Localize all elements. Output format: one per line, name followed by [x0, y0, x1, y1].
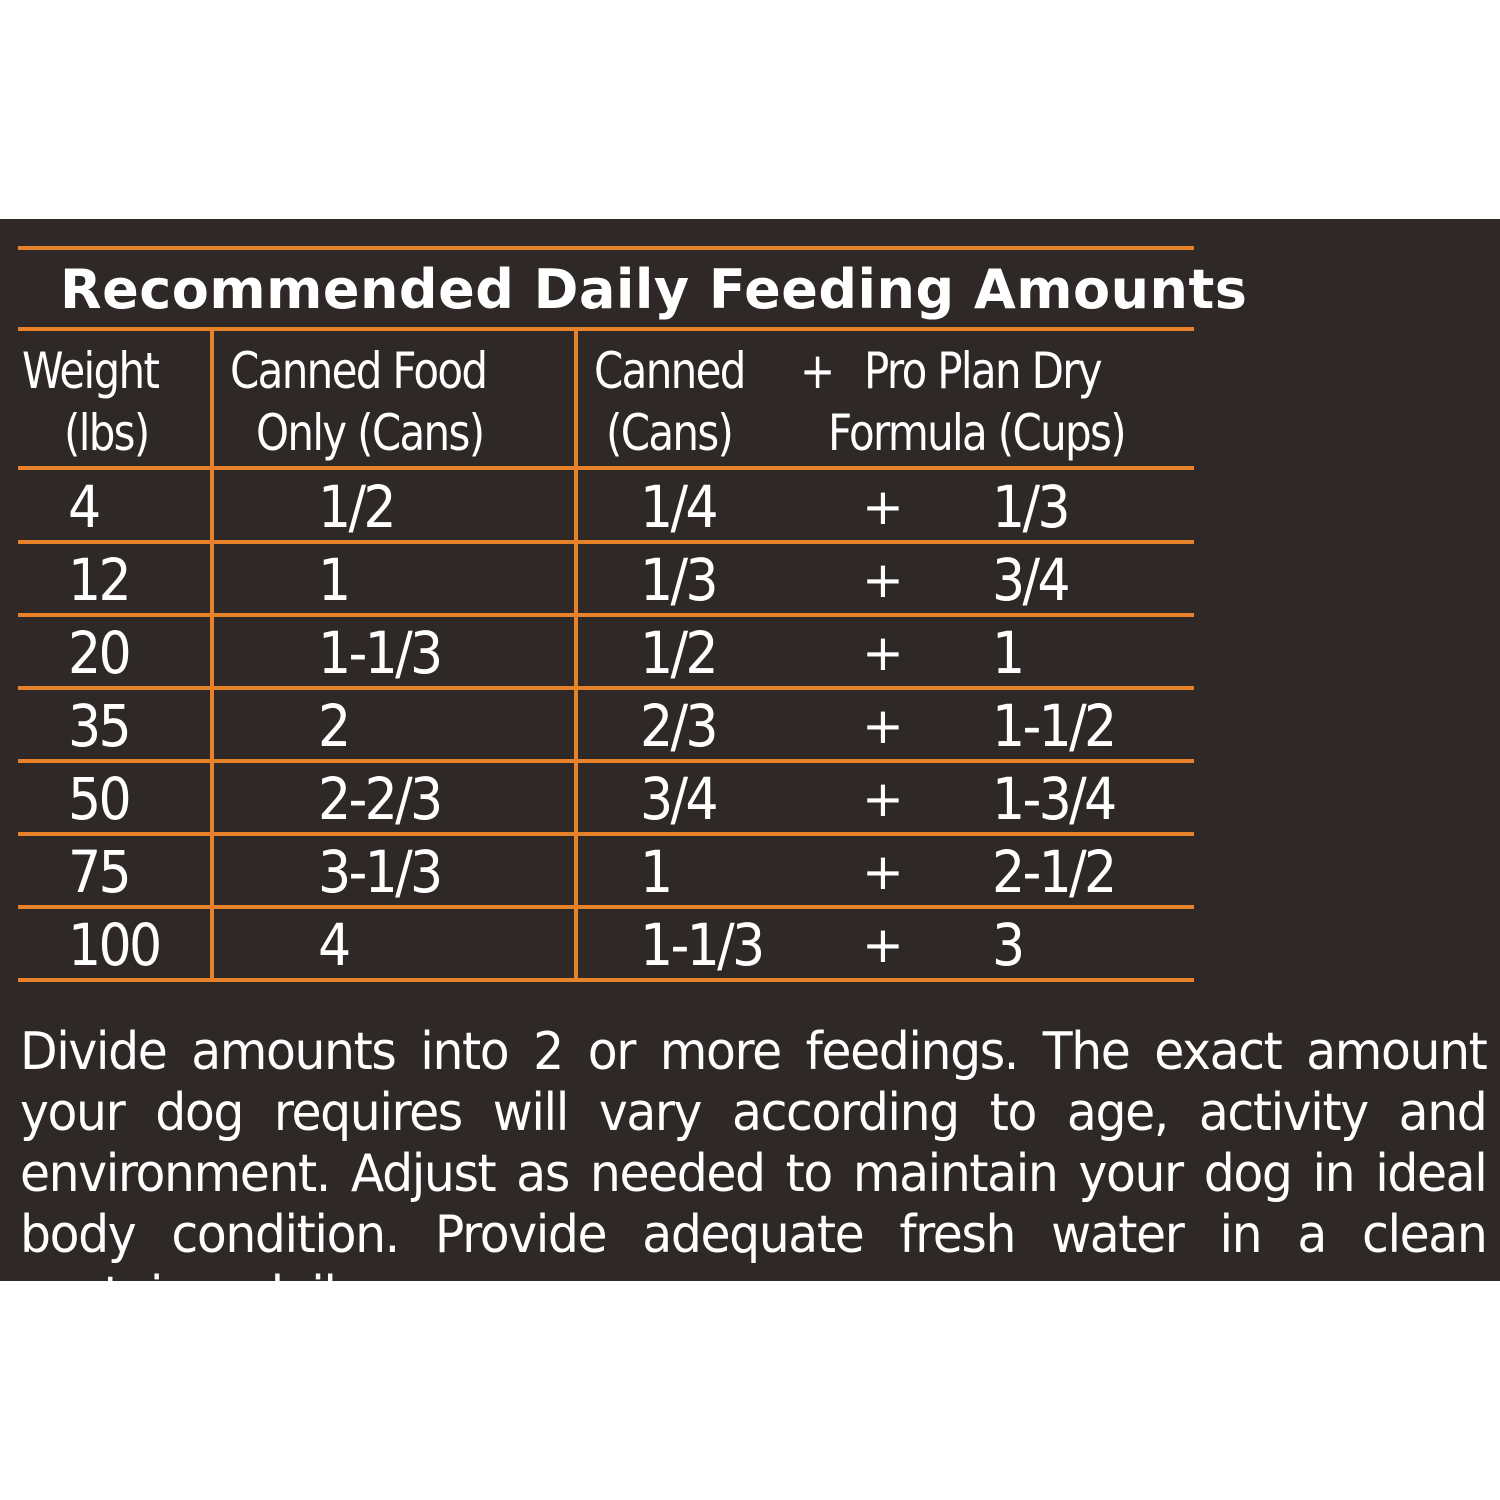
- row-rule: [18, 832, 1194, 836]
- cell-canned-only: 3-1/3: [318, 838, 443, 906]
- cell-dry: 2-1/2: [992, 838, 1117, 906]
- cell-weight: 35: [68, 692, 132, 760]
- cell-plus: +: [862, 478, 904, 536]
- cell-canned: 2/3: [640, 692, 719, 760]
- cell-weight: 20: [68, 619, 132, 687]
- cell-plus: +: [862, 551, 904, 609]
- cell-weight: 50: [68, 765, 132, 833]
- cell-canned: 1/4: [640, 473, 719, 541]
- feeding-panel: [0, 219, 1500, 1281]
- header-canned-line2: (Cans): [606, 404, 734, 462]
- cell-plus: +: [862, 697, 904, 755]
- row-rule: [18, 759, 1194, 763]
- header-dry-line2: Formula (Cups): [828, 404, 1127, 462]
- cell-dry: 1-3/4: [992, 765, 1117, 833]
- feeding-instructions: Divide amounts into 2 or more feedings. …: [20, 1022, 1488, 1326]
- cell-plus: +: [862, 843, 904, 901]
- cell-dry: 1: [992, 619, 1025, 687]
- header-weight-line2: (lbs): [64, 404, 150, 462]
- cell-canned-only: 1: [318, 546, 351, 614]
- cell-canned: 1-1/3: [640, 911, 765, 979]
- header-canned-line1: Canned: [594, 342, 746, 400]
- header-canned-only-line1: Canned Food: [230, 342, 488, 400]
- row-rule: [18, 686, 1194, 690]
- cell-dry: 1/3: [992, 473, 1071, 541]
- cell-canned-only: 4: [318, 911, 351, 979]
- cell-canned: 3/4: [640, 765, 719, 833]
- column-divider: [210, 330, 214, 982]
- row-rule: [18, 613, 1194, 617]
- cell-canned-only: 2: [318, 692, 351, 760]
- header-weight-line1: Weight: [22, 342, 160, 400]
- cell-canned-only: 2-2/3: [318, 765, 443, 833]
- cell-canned-only: 1-1/3: [318, 619, 443, 687]
- cell-dry: 3/4: [992, 546, 1071, 614]
- cell-weight: 4: [68, 473, 101, 541]
- cell-weight: 75: [68, 838, 132, 906]
- cell-canned: 1/2: [640, 619, 719, 687]
- cell-canned-only: 1/2: [318, 473, 397, 541]
- cell-dry: 3: [992, 911, 1025, 979]
- top-rule: [18, 246, 1194, 250]
- header-rule: [18, 466, 1194, 470]
- bottom-rule: [18, 978, 1194, 982]
- table-title: Recommended Daily Feeding Amounts: [60, 258, 1248, 321]
- cell-dry: 1-1/2: [992, 692, 1117, 760]
- header-plus: +: [800, 342, 835, 400]
- cell-weight: 100: [68, 911, 162, 979]
- column-divider: [574, 330, 578, 982]
- title-rule: [18, 327, 1194, 331]
- row-rule: [18, 540, 1194, 544]
- header-canned-only-line2: Only (Cans): [256, 404, 485, 462]
- cell-canned: 1/3: [640, 546, 719, 614]
- cell-canned: 1: [640, 838, 673, 906]
- cell-plus: +: [862, 624, 904, 682]
- cell-weight: 12: [68, 546, 132, 614]
- cell-plus: +: [862, 770, 904, 828]
- row-rule: [18, 905, 1194, 909]
- cell-plus: +: [862, 916, 904, 974]
- header-dry-line1: Pro Plan Dry: [864, 342, 1103, 400]
